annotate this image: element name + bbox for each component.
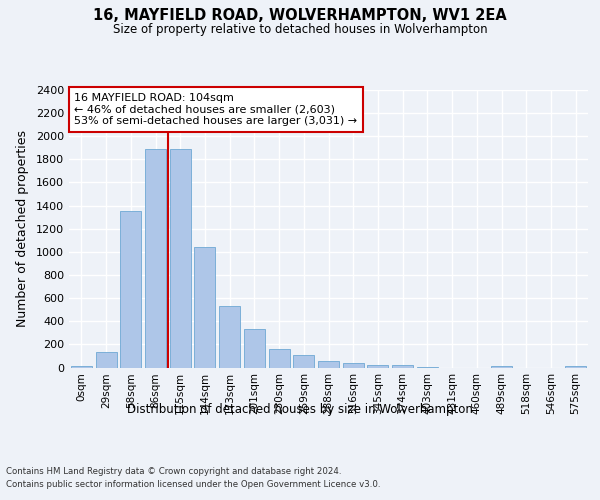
Bar <box>95 352 116 368</box>
Bar <box>244 330 265 368</box>
Bar <box>343 364 364 368</box>
Bar <box>565 366 586 368</box>
Text: 16, MAYFIELD ROAD, WOLVERHAMPTON, WV1 2EA: 16, MAYFIELD ROAD, WOLVERHAMPTON, WV1 2E… <box>93 8 507 22</box>
Text: Distribution of detached houses by size in Wolverhampton: Distribution of detached houses by size … <box>127 402 473 415</box>
Bar <box>367 364 388 368</box>
Bar <box>120 212 141 368</box>
Y-axis label: Number of detached properties: Number of detached properties <box>16 130 29 327</box>
Bar <box>269 349 290 368</box>
Bar <box>219 306 240 368</box>
Bar <box>491 366 512 368</box>
Text: Size of property relative to detached houses in Wolverhampton: Size of property relative to detached ho… <box>113 22 487 36</box>
Bar <box>145 149 166 368</box>
Text: 16 MAYFIELD ROAD: 104sqm
← 46% of detached houses are smaller (2,603)
53% of sem: 16 MAYFIELD ROAD: 104sqm ← 46% of detach… <box>74 93 358 126</box>
Bar <box>318 361 339 368</box>
Bar <box>417 367 438 368</box>
Bar <box>293 355 314 368</box>
Bar <box>71 366 92 368</box>
Text: Contains public sector information licensed under the Open Government Licence v3: Contains public sector information licen… <box>6 480 380 489</box>
Bar <box>392 365 413 368</box>
Bar <box>194 247 215 368</box>
Text: Contains HM Land Registry data © Crown copyright and database right 2024.: Contains HM Land Registry data © Crown c… <box>6 468 341 476</box>
Bar <box>170 149 191 368</box>
